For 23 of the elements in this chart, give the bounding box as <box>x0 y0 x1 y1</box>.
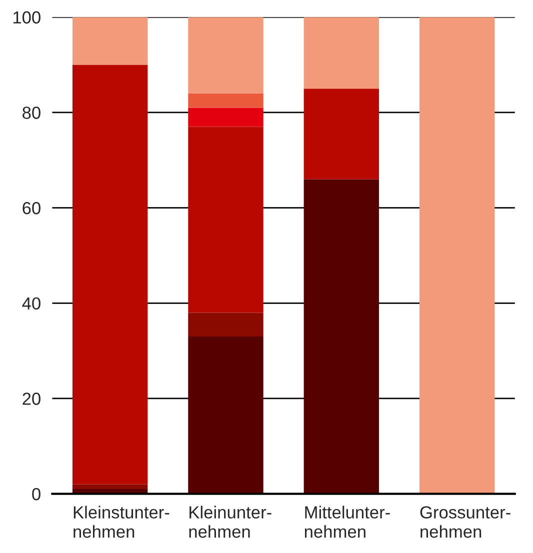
y-tick-label: 0 <box>32 488 40 500</box>
y-tick-label: 60 <box>22 202 40 214</box>
bar <box>304 88 379 180</box>
bar <box>304 179 379 494</box>
y-tick-label: 80 <box>22 106 40 119</box>
bar <box>304 17 379 89</box>
y-tick-label: 20 <box>22 392 40 405</box>
bar <box>72 64 148 484</box>
x-tick-label: Grossunter- nehmen <box>420 506 510 538</box>
bar <box>72 17 148 65</box>
x-tick-label: Mittelunter- nehmen <box>304 506 390 538</box>
bar <box>188 126 264 313</box>
bar <box>188 336 264 494</box>
y-tick-label: 40 <box>22 297 40 310</box>
x-tick-label: Kleinunter- nehmen <box>189 506 272 538</box>
bar <box>188 312 264 337</box>
bar <box>188 108 264 127</box>
y-tick-label: 100 <box>13 11 40 24</box>
bar <box>188 93 264 108</box>
bar <box>72 484 148 490</box>
bar <box>419 17 495 494</box>
bar <box>188 17 264 94</box>
x-tick-label: Kleinstunter- nehmen <box>74 506 170 538</box>
